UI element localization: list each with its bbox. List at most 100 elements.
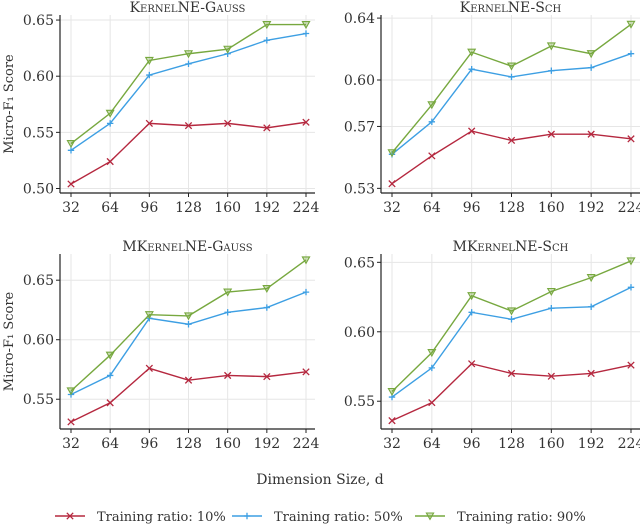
series-1 [67,364,310,426]
x-tick-label: 96 [463,200,481,216]
legend-item: Training ratio: 10% [55,510,226,525]
data-point [428,364,436,372]
data-point [224,371,232,380]
data-point [508,73,515,81]
subplot-2: 0.53 0.57 0.60 0.64 32 64 96 128 160 192 224 Kernel… [344,0,640,216]
x-tick-label: 224 [293,436,320,452]
data-point [548,67,555,74]
data-point [506,307,517,316]
data-point [468,65,475,73]
y-tick-label: 0.55 [344,394,375,410]
x-tick-label: 128 [498,200,525,216]
x-tick-label: 192 [578,200,605,216]
data-point [146,71,153,79]
data-point [627,361,635,369]
y-tick-label: 0.65 [23,13,54,29]
x-tick-label: 160 [214,436,241,452]
data-point [547,130,555,138]
data-point [67,180,75,188]
legend-marker [66,512,74,520]
data-point [106,120,114,127]
x-tick-label: 32 [383,200,401,216]
series-3 [387,20,636,158]
y-tick-label: 0.65 [344,255,375,271]
data-point [548,304,555,312]
x-tick-label: 32 [383,436,401,452]
x-tick-label: 224 [293,200,320,216]
data-point [387,149,397,158]
data-point [263,372,271,381]
y-tick-label: 0.55 [23,125,54,141]
x-tick-label: 64 [101,436,119,452]
data-point [224,119,232,128]
data-point [388,417,396,425]
series-1 [388,360,635,425]
data-point [184,121,193,130]
data-point [66,387,76,396]
data-point [105,351,115,360]
data-point [262,284,272,294]
series-2 [388,284,635,401]
data-point [507,136,516,145]
data-point [587,64,595,71]
subplot-title: MKernelNE-Sch [453,239,569,255]
series-3 [66,20,311,149]
series-line [70,259,307,392]
data-point [301,20,311,30]
legend-item: Training ratio: 50% [232,510,403,525]
data-point [66,140,76,149]
x-tick-label: 32 [62,200,80,216]
y-tick-label: 0.64 [344,11,375,27]
y-tick-label: 0.50 [23,182,54,198]
data-point [626,257,636,266]
data-point [302,30,310,37]
data-point [302,368,310,376]
data-point [145,119,153,128]
data-point [263,124,271,132]
data-point [105,109,115,118]
series-1 [388,127,635,188]
data-point [224,309,231,316]
subplot-1: 0.50 0.55 0.60 0.65 32 64 96 128 160 192 224 Kernel… [2,0,319,216]
x-axis-label: Dimension Size, d [256,472,383,488]
y-tick-label: 0.53 [344,181,375,197]
y-axis-label: Micro-F₁ Score [2,291,17,391]
data-point [468,309,475,316]
y-axis-label: Micro-F₁ Score [2,54,17,154]
y-tick-label: 0.60 [23,333,54,349]
legend-marker [243,512,251,520]
x-tick-label: 128 [175,436,202,452]
y-tick-label: 0.60 [23,69,54,85]
data-point [428,152,436,160]
legend-item: Training ratio: 90% [415,510,586,525]
data-point [302,288,310,296]
data-point [302,118,310,126]
x-tick-label: 192 [578,436,605,452]
x-tick-label: 64 [423,200,441,216]
subplot-title: MKernelNE-Gauss [122,239,252,255]
legend-label: Training ratio: 50% [274,510,403,525]
series-line [391,23,632,154]
y-tick-label: 0.57 [344,119,375,135]
series-3 [66,256,311,396]
x-tick-label: 96 [463,436,481,452]
data-point [106,157,114,166]
subplot-title: KernelNE-Gauss [130,0,246,16]
data-point [145,364,153,372]
data-point [468,360,476,368]
data-point [144,311,154,320]
data-point [626,20,636,29]
data-point [467,292,477,301]
legend: Training ratio: 10% Training ratio: 50% Tr… [55,510,586,525]
data-point [67,147,75,154]
data-point [587,130,595,138]
data-point [586,274,596,283]
x-tick-label: 160 [538,436,565,452]
data-point [183,312,194,321]
series-3 [387,257,636,397]
x-tick-label: 224 [618,436,640,452]
x-tick-label: 64 [101,200,119,216]
series-line [391,260,632,393]
data-point [387,387,397,397]
x-tick-label: 32 [62,436,80,452]
